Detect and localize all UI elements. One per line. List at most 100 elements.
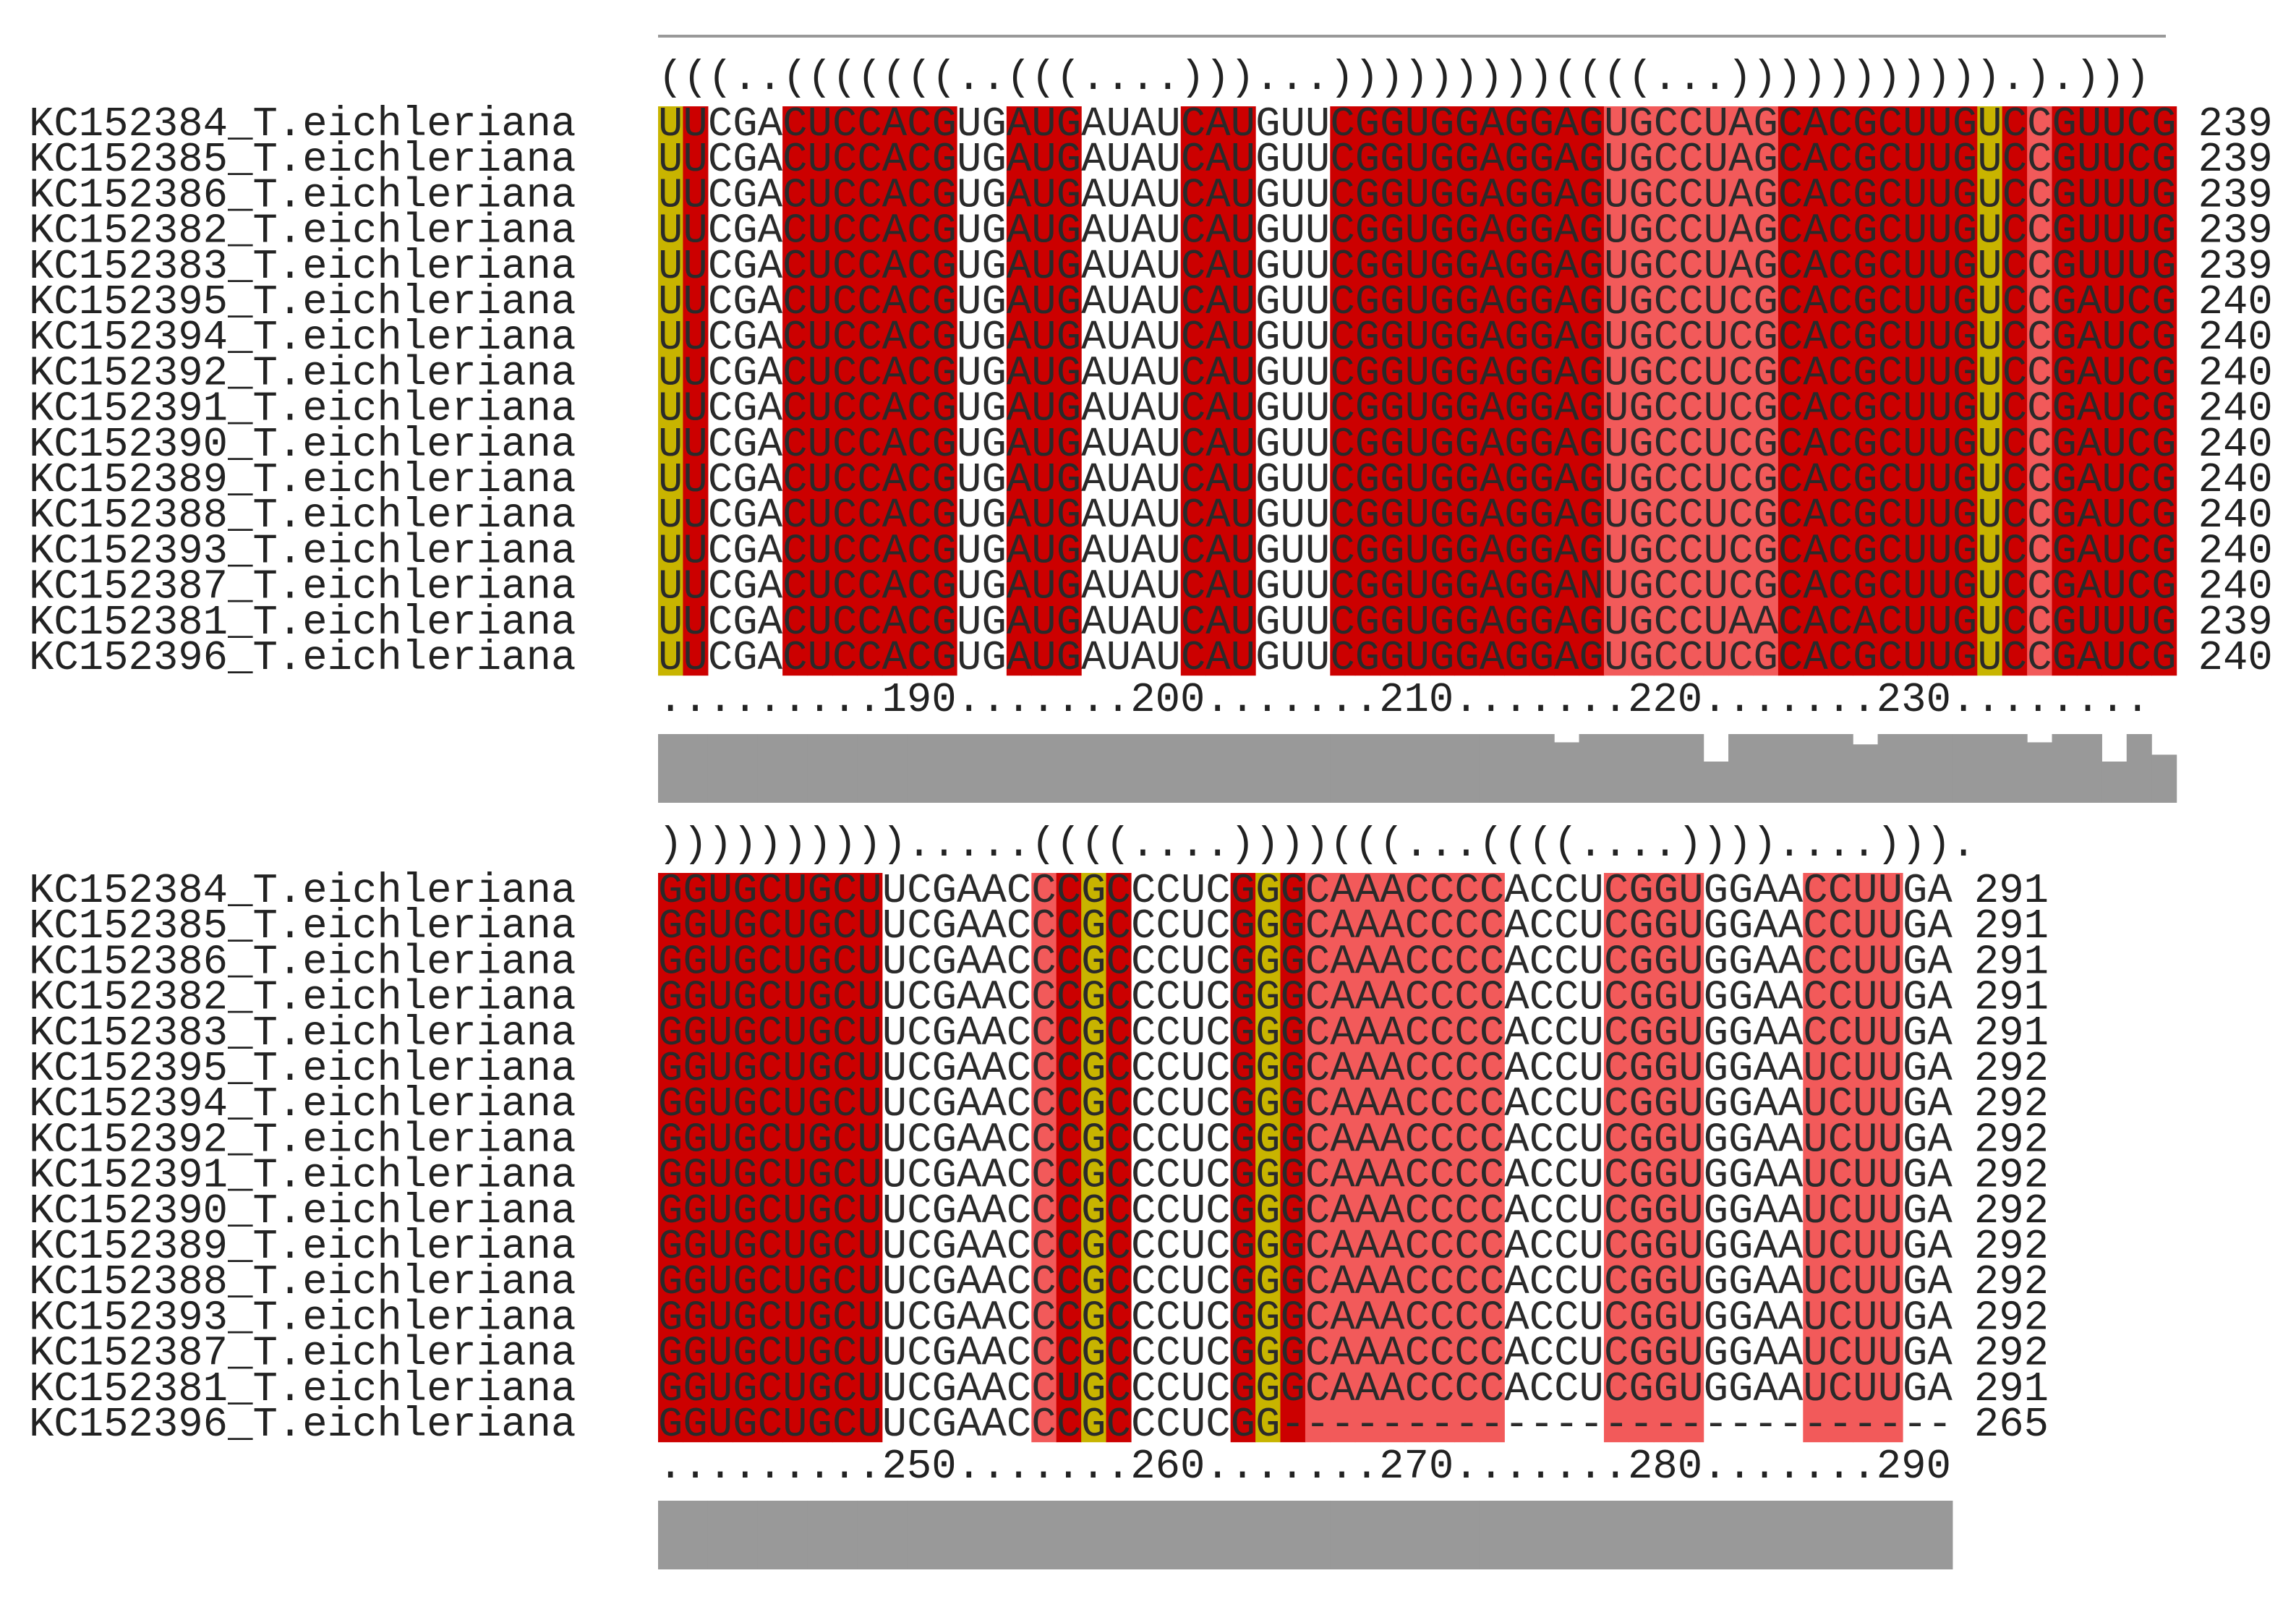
sequence-name: KC152390_T.eichleriana [29, 1188, 576, 1235]
conservation-bar [1728, 1501, 1754, 1569]
sequence-name: KC152390_T.eichleriana [29, 422, 576, 469]
conservation-bar [1529, 1501, 1555, 1569]
column-highlight [2002, 106, 2028, 676]
column-highlight [1404, 106, 1430, 676]
conservation-bar [1180, 1501, 1206, 1569]
column-highlight [1778, 106, 1804, 676]
conservation-bar [707, 1501, 733, 1569]
sequence-name: KC152388_T.eichleriana [29, 493, 576, 540]
column-highlight [2101, 106, 2128, 676]
conservation-bar [1629, 734, 1655, 803]
column-highlight [683, 106, 709, 676]
conservation-bar [882, 1501, 908, 1569]
column-highlight [1504, 106, 1530, 676]
sequence-residues: UUCGACUCCACGUGAUGAUAUCAUGUUCGGUGGAGGANUG… [658, 564, 2177, 611]
conservation-bar [1504, 1501, 1530, 1569]
conservation-bar [1454, 1501, 1480, 1569]
conservation-bar [658, 734, 684, 803]
sequence-name: KC152391_T.eichleriana [29, 386, 576, 433]
sequence-name: KC152393_T.eichleriana [29, 1295, 576, 1342]
column-highlight [683, 873, 709, 1443]
conservation-bar [1927, 734, 1953, 803]
conservation-bar [1006, 734, 1032, 803]
conservation-bar [1678, 1501, 1704, 1569]
sequence-length: 239 [2198, 137, 2273, 184]
sequence-length: 292 [1974, 1259, 2049, 1306]
conservation-bar [907, 734, 933, 803]
sequence-residues: UUCGACUCCACGUGAUGAUAUCAUGUUCGGUGGAGGAGUG… [658, 422, 2177, 469]
conservation-bars [658, 734, 2177, 803]
sequence-length: 240 [2198, 528, 2273, 575]
column-highlight [1603, 106, 1629, 676]
conservation-bar [1081, 734, 1107, 803]
sequence-length: 240 [2198, 564, 2273, 611]
sequence-residues: GGUGCUGCUUCGAACCCGCCCUCGGGCAAACCCCACCUCG… [658, 1117, 1953, 1164]
sequence-length: 291 [1974, 975, 2049, 1022]
conservation-bar [2002, 734, 2028, 803]
column-highlight [1728, 106, 1754, 676]
conservation-bar [957, 1501, 983, 1569]
conservation-bar [1803, 1501, 1829, 1569]
conservation-bar [1156, 734, 1182, 803]
sequence-name: KC152385_T.eichleriana [29, 903, 576, 950]
column-highlight [857, 106, 883, 676]
column-highlight [807, 106, 833, 676]
sequence-residues: GGUGCUGCUUCGAACCCGCCCUCGGGCAAACCCCACCUCG… [658, 1046, 1953, 1093]
sequence-name: KC152392_T.eichleriana [29, 1117, 576, 1164]
column-highlight [1305, 873, 1331, 1443]
conservation-bar [1678, 734, 1704, 803]
column-highlight [782, 873, 808, 1443]
column-highlight [1877, 873, 1903, 1443]
conservation-bar [1156, 1501, 1182, 1569]
conservation-bar [1230, 1501, 1256, 1569]
conservation-bar [1903, 1501, 1929, 1569]
sequence-residues: GGUGCUGCUUCGAACCCGCCCUCGGGCAAACCCCACCUCG… [658, 1331, 1953, 1378]
position-ruler: .........250.......260.......270.......2… [658, 1444, 1951, 1491]
column-highlight [807, 873, 833, 1443]
column-highlight [2052, 106, 2078, 676]
sequence-name: KC152392_T.eichleriana [29, 350, 576, 397]
column-highlight [1056, 873, 1082, 1443]
sequence-length: 239 [2198, 244, 2273, 291]
column-highlight [2076, 106, 2102, 676]
conservation-bar [707, 734, 733, 803]
conservation-bar [1454, 734, 1480, 803]
sequence-name: KC152394_T.eichleriana [29, 315, 576, 362]
sequence-residues: UUCGACUCCACGUGAUGAUAUCAUGUUCGGUGGAGGAGUG… [658, 528, 2177, 575]
sequence-name: KC152382_T.eichleriana [29, 975, 576, 1022]
sequence-rows: KC152384_T.eichleriana UUCGACUCCACGUGAUGA… [29, 101, 2273, 682]
conservation-bar [1479, 1501, 1505, 1569]
sequence-rows: KC152384_T.eichleriana GGUGCUGCUUCGAACCCG… [29, 868, 2049, 1449]
sequence-name: KC152393_T.eichleriana [29, 528, 576, 575]
column-highlight [757, 873, 783, 1443]
sequence-residues: UUCGACUCCACGUGAUGAUAUCAUGUUCGGUGGAGGAGUG… [658, 244, 2177, 291]
conservation-bar [1903, 734, 1929, 803]
conservation-bar [1603, 734, 1629, 803]
conservation-bar [1728, 734, 1754, 803]
conservation-bar [1853, 744, 1879, 803]
conservation-bar [1305, 734, 1331, 803]
sequence-residues: GGUGCUGCUUCGAACCCGCCCUCGGGCAAACCCCACCUCG… [658, 1188, 1953, 1235]
conservation-bar [1180, 734, 1206, 803]
conservation-bar [1430, 1501, 1456, 1569]
sequence-length: 265 [1974, 1402, 2049, 1449]
column-highlight [931, 106, 957, 676]
conservation-bar [2151, 754, 2177, 803]
sequence-name: KC152384_T.eichleriana [29, 868, 576, 915]
sequence-residues: GGUGCUGCUUCGAACCCGCCCUCGGGCAAACCCCACCUCG… [658, 1295, 1953, 1342]
conservation-bar [1753, 1501, 1779, 1569]
column-highlight [1753, 106, 1779, 676]
conservation-bar [1056, 734, 1082, 803]
conservation-bar [2076, 734, 2102, 803]
sequence-length: 292 [1974, 1188, 2049, 1235]
column-highlight [1230, 106, 1256, 676]
conservation-bar [2052, 734, 2078, 803]
conservation-bar [1529, 734, 1555, 803]
conservation-bar [1330, 734, 1356, 803]
conservation-bar [1255, 734, 1281, 803]
sequence-length: 240 [2198, 493, 2273, 540]
column-highlight [1006, 106, 1032, 676]
column-highlight [1603, 873, 1629, 1443]
conservation-bar [1554, 1501, 1580, 1569]
